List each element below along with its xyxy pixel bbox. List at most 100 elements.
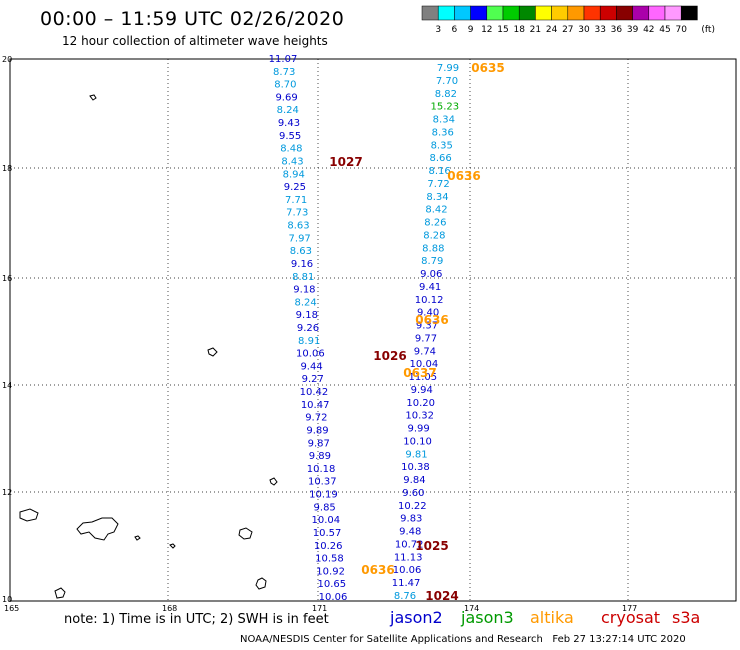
lon-label: 177 <box>622 604 637 613</box>
wave-height-value: 9.87 <box>308 438 330 449</box>
island-outline <box>54 587 66 599</box>
wave-height-value: 10.10 <box>403 436 432 447</box>
pass-time-label: 0636 <box>415 313 448 327</box>
wave-height-value: 9.26 <box>297 323 319 334</box>
wave-height-value: 9.60 <box>402 488 424 499</box>
wave-height-value: 10.06 <box>296 349 325 360</box>
wave-height-value: 9.89 <box>306 425 328 436</box>
color-tick-label: 12 <box>481 25 492 35</box>
wave-height-value: 8.34 <box>426 192 448 203</box>
wave-height-value: 10.47 <box>301 400 330 411</box>
wave-height-value: 9.48 <box>399 527 421 538</box>
wave-height-value: 8.42 <box>425 205 447 216</box>
wave-height-value: 10.32 <box>405 411 434 422</box>
legend-altika: altika <box>530 608 574 627</box>
island-outline <box>134 535 141 541</box>
lon-label: 171 <box>312 604 327 613</box>
page-title: 00:00 – 11:59 UTC 02/26/2020 <box>40 8 345 30</box>
wave-height-value: 9.84 <box>403 475 425 486</box>
wave-height-value: 10.20 <box>406 398 435 409</box>
wave-height-value: 8.24 <box>277 105 299 116</box>
lon-label: 174 <box>464 604 479 613</box>
wave-height-value: 11.07 <box>269 54 298 65</box>
pass-time-label: 1025 <box>415 539 448 553</box>
wave-height-value: 8.73 <box>273 67 295 78</box>
island-outline <box>238 527 253 540</box>
wave-height-value: 9.43 <box>278 118 300 129</box>
wave-height-value: 7.70 <box>436 76 458 87</box>
color-tick-label: 6 <box>452 25 458 35</box>
island-outline <box>76 517 119 541</box>
island-outline <box>269 477 278 486</box>
color-tick-label: 18 <box>513 25 525 35</box>
lat-label: 18 <box>2 164 12 173</box>
wave-height-value: 8.16 <box>428 166 450 177</box>
wave-height-value: 8.35 <box>431 140 453 151</box>
lat-label: 16 <box>2 274 12 283</box>
map-frame <box>9 58 737 602</box>
wave-height-value: 7.71 <box>285 195 307 206</box>
wave-height-value: 8.36 <box>432 127 454 138</box>
lat-label: 20 <box>2 55 12 64</box>
wave-height-value: 9.72 <box>305 413 327 424</box>
pass-time-label: 1026 <box>373 349 406 363</box>
wave-height-value: 10.57 <box>313 528 342 539</box>
wave-height-value: 10.42 <box>300 387 329 398</box>
wave-height-value: 9.55 <box>279 131 301 142</box>
wave-height-value: 11.47 <box>392 578 421 589</box>
wave-height-value: 9.99 <box>408 424 430 435</box>
color-tick-label: 24 <box>546 25 558 35</box>
wave-height-value: 11.05 <box>409 372 438 383</box>
lon-label: 168 <box>162 604 177 613</box>
wave-height-value: 10.12 <box>415 295 444 306</box>
pass-time-label: 1024 <box>425 589 458 603</box>
color-tick-label: 27 <box>562 25 573 35</box>
wave-height-value: 9.81 <box>405 449 427 460</box>
wave-height-value: 8.81 <box>292 272 314 283</box>
color-tick-label: 42 <box>643 25 654 35</box>
island-outline <box>169 543 176 549</box>
wave-height-value: 8.94 <box>283 169 305 180</box>
wave-height-value: 9.06 <box>420 269 442 280</box>
pass-time-label: 0635 <box>471 61 504 75</box>
color-tick-label: 21 <box>530 25 541 35</box>
wave-height-value: 8.63 <box>290 246 312 257</box>
wave-height-value: 8.79 <box>421 256 443 267</box>
lon-label: 165 <box>4 604 19 613</box>
island-outline <box>255 577 267 590</box>
color-tick-label: 45 <box>659 25 670 35</box>
wave-height-value: 9.40 <box>417 308 439 319</box>
wave-height-value: 10.04 <box>312 515 341 526</box>
wave-height-value: 10.19 <box>309 490 338 501</box>
wave-height-value: 8.76 <box>394 591 416 602</box>
wave-height-value: 10.06 <box>393 565 422 576</box>
wave-height-value: 9.44 <box>300 361 322 372</box>
pass-time-label: 0636 <box>447 169 480 183</box>
legend-jason3: jason3 <box>461 608 514 627</box>
wave-height-value: 8.63 <box>287 221 309 232</box>
wave-height-value: 7.97 <box>289 233 311 244</box>
lat-label: 12 <box>2 488 12 497</box>
wave-height-value: 10.58 <box>315 554 344 565</box>
wave-height-value: 9.16 <box>291 259 313 270</box>
wave-height-value: 10.38 <box>401 462 430 473</box>
wave-height-value: 8.88 <box>422 243 444 254</box>
island-outline <box>207 347 218 357</box>
wave-height-value: 10.22 <box>398 501 427 512</box>
color-tick-label: 9 <box>468 25 474 35</box>
wave-height-value: 8.34 <box>433 115 455 126</box>
wave-height-value: 8.43 <box>281 156 303 167</box>
wave-height-value: 8.26 <box>424 218 446 229</box>
wave-height-value: 15.23 <box>431 102 460 113</box>
wave-height-value: 10.26 <box>314 541 343 552</box>
wave-height-value: 8.70 <box>274 80 296 91</box>
wave-height-value: 10.92 <box>316 566 345 577</box>
legend-jason2: jason2 <box>390 608 443 627</box>
island-outline <box>19 508 39 522</box>
legend-s3a: s3a <box>672 608 701 627</box>
wave-height-value: 10.04 <box>410 359 439 370</box>
wave-height-value: 11.13 <box>394 552 423 563</box>
wave-height-value: 8.91 <box>298 336 320 347</box>
wave-height-value: 9.18 <box>296 310 318 321</box>
